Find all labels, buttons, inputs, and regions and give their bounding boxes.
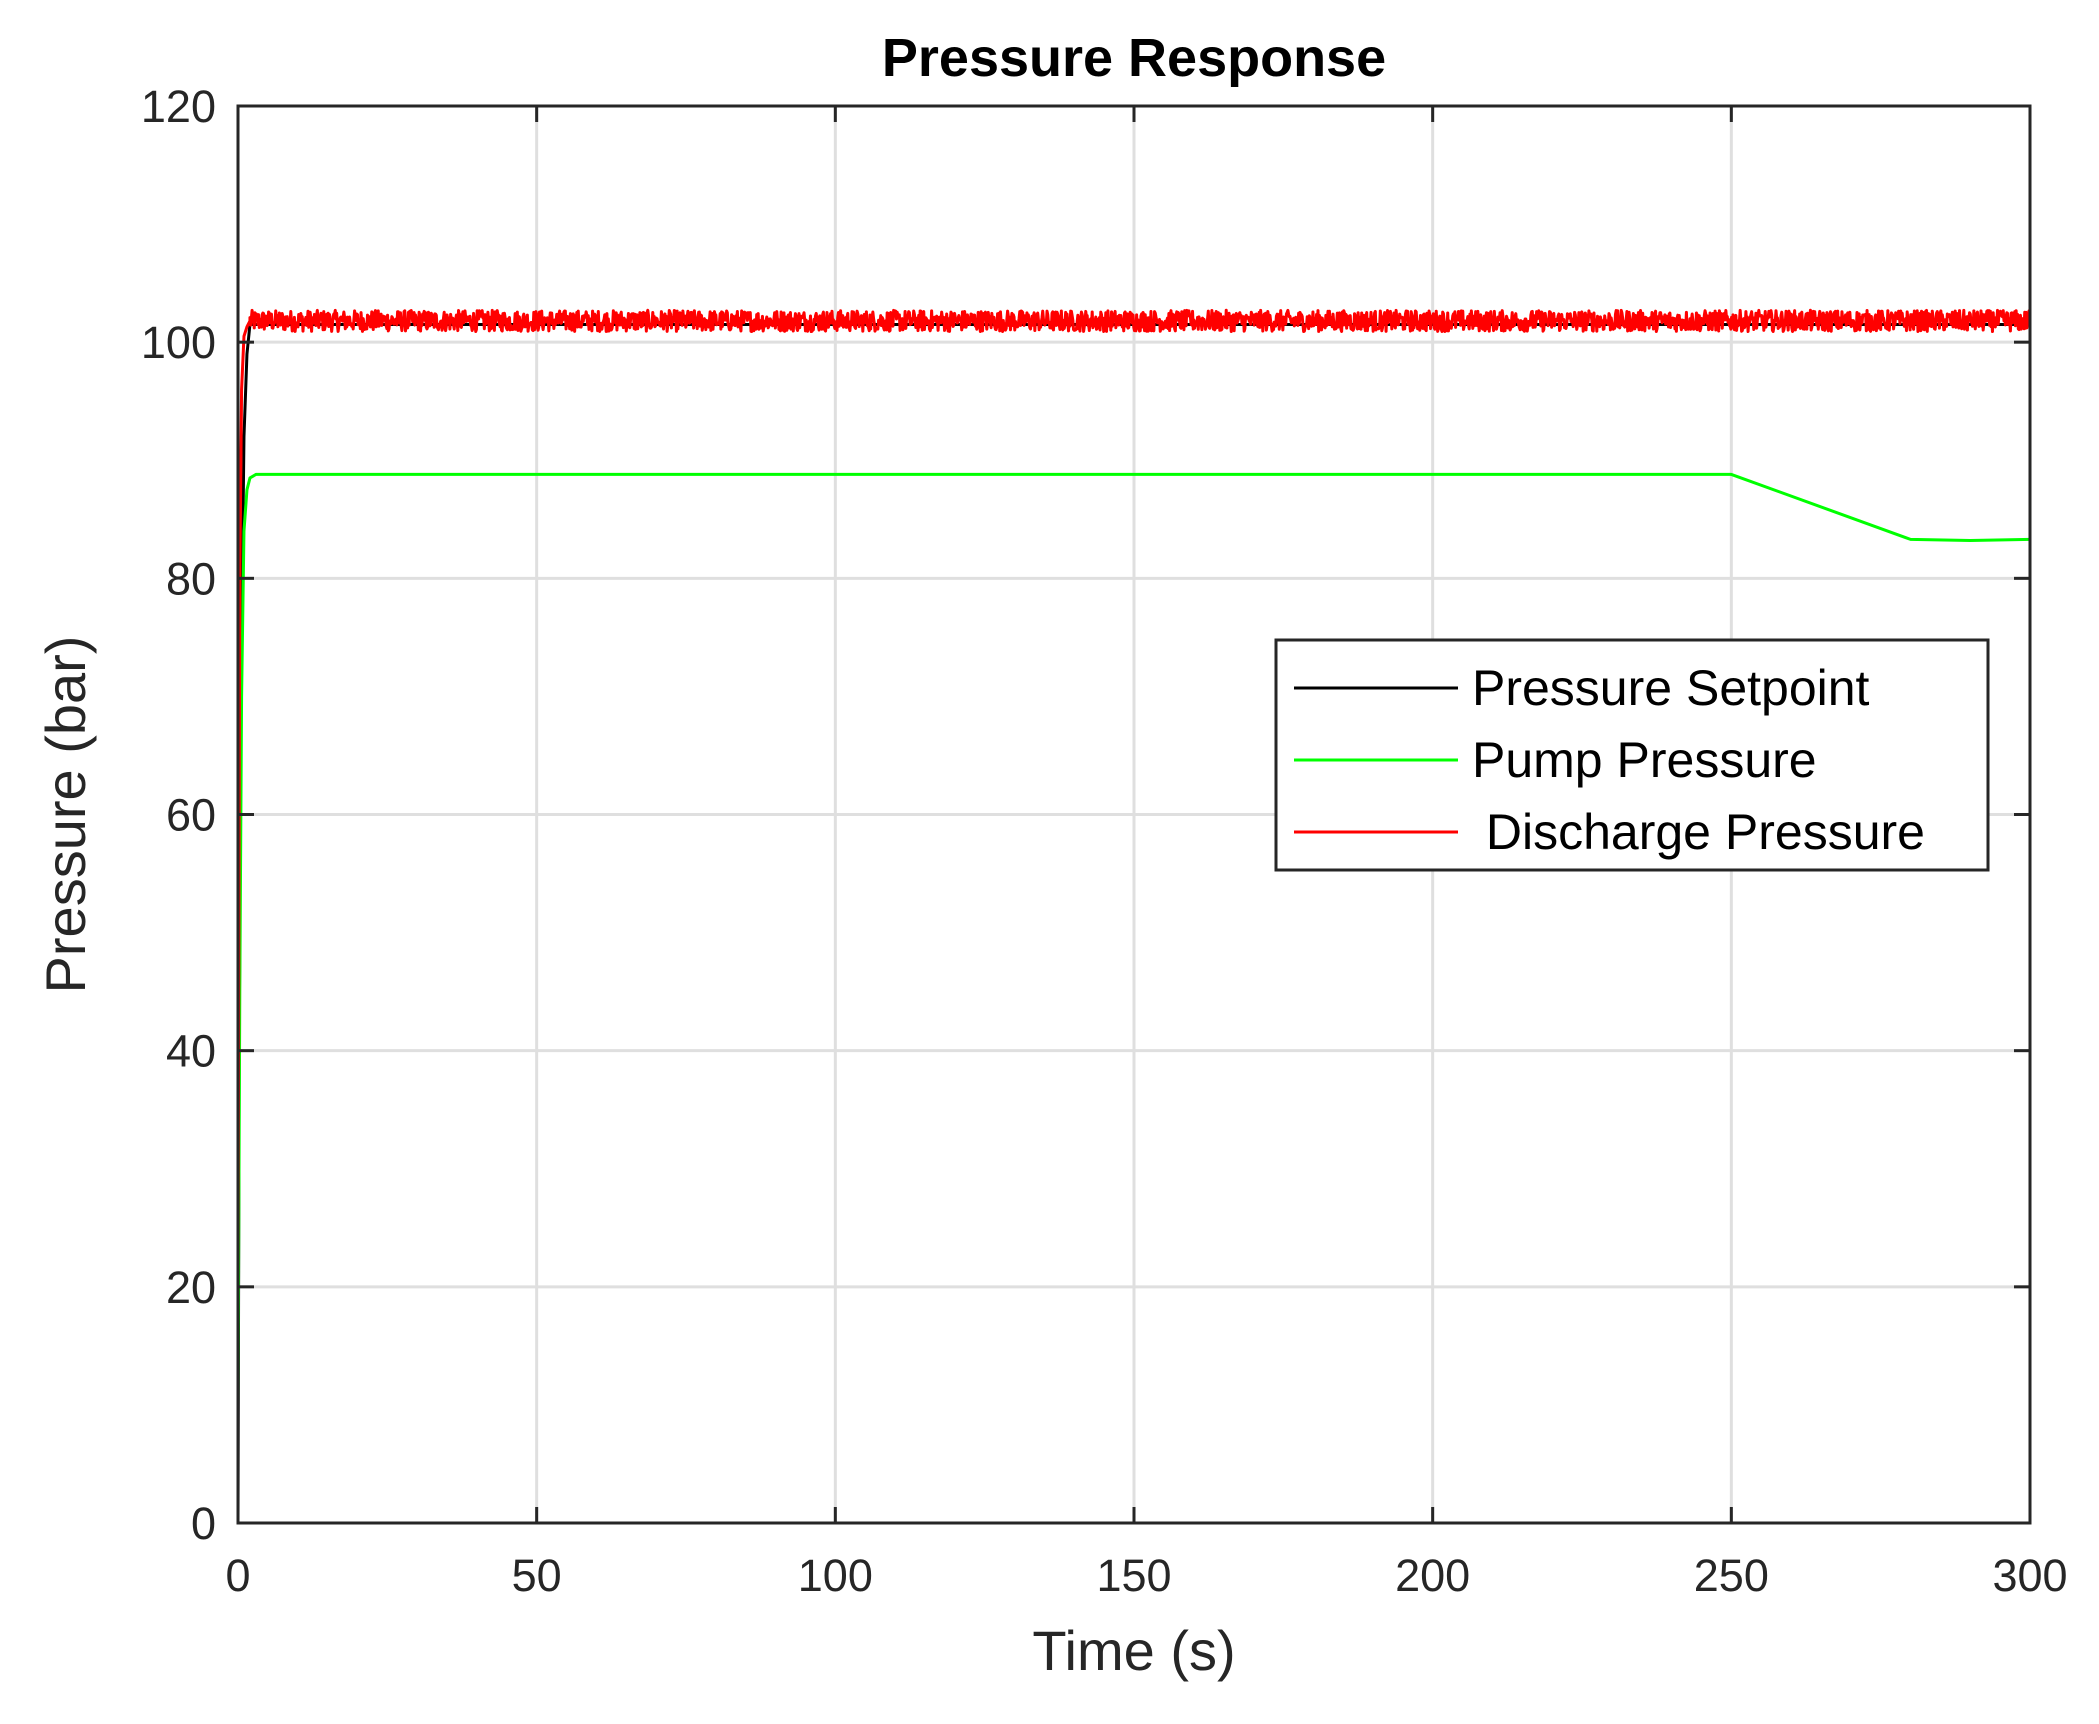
x-tick-label: 0 (225, 1550, 250, 1601)
y-tick-label: 100 (141, 317, 216, 368)
x-tick-label: 150 (1096, 1550, 1171, 1601)
y-tick-label: 20 (166, 1262, 216, 1313)
x-tick-label: 50 (512, 1550, 562, 1601)
y-tick-label: 80 (166, 553, 216, 604)
legend-label-discharge-pressure: Discharge Pressure (1472, 804, 1925, 860)
legend-label-pump-pressure: Pump Pressure (1472, 732, 1817, 788)
y-tick-label: 120 (141, 81, 216, 132)
legend: Pressure Setpoint Pump Pressure Discharg… (1274, 638, 1990, 872)
grid (238, 106, 2030, 1523)
y-axis-label: Pressure (bar) (34, 636, 97, 994)
legend-label-pressure-setpoint: Pressure Setpoint (1472, 660, 1870, 716)
series-line-discharge-pressure (236, 308, 2032, 1287)
x-axis-label: Time (s) (1032, 1619, 1235, 1682)
ticks: 0 50 100 150 200 250 300 0 20 40 60 80 100 120 (141, 81, 2068, 1601)
x-tick-label: 300 (1992, 1550, 2067, 1601)
x-tick-label: 250 (1694, 1550, 1769, 1601)
y-tick-label: 0 (191, 1498, 216, 1549)
series-line-pump-pressure (236, 472, 2031, 1405)
y-tick-label: 40 (166, 1026, 216, 1077)
x-tick-label: 200 (1395, 1550, 1470, 1601)
chart-title: Pressure Response (882, 28, 1386, 88)
y-tick-label: 60 (166, 790, 216, 841)
x-tick-label: 100 (798, 1550, 873, 1601)
